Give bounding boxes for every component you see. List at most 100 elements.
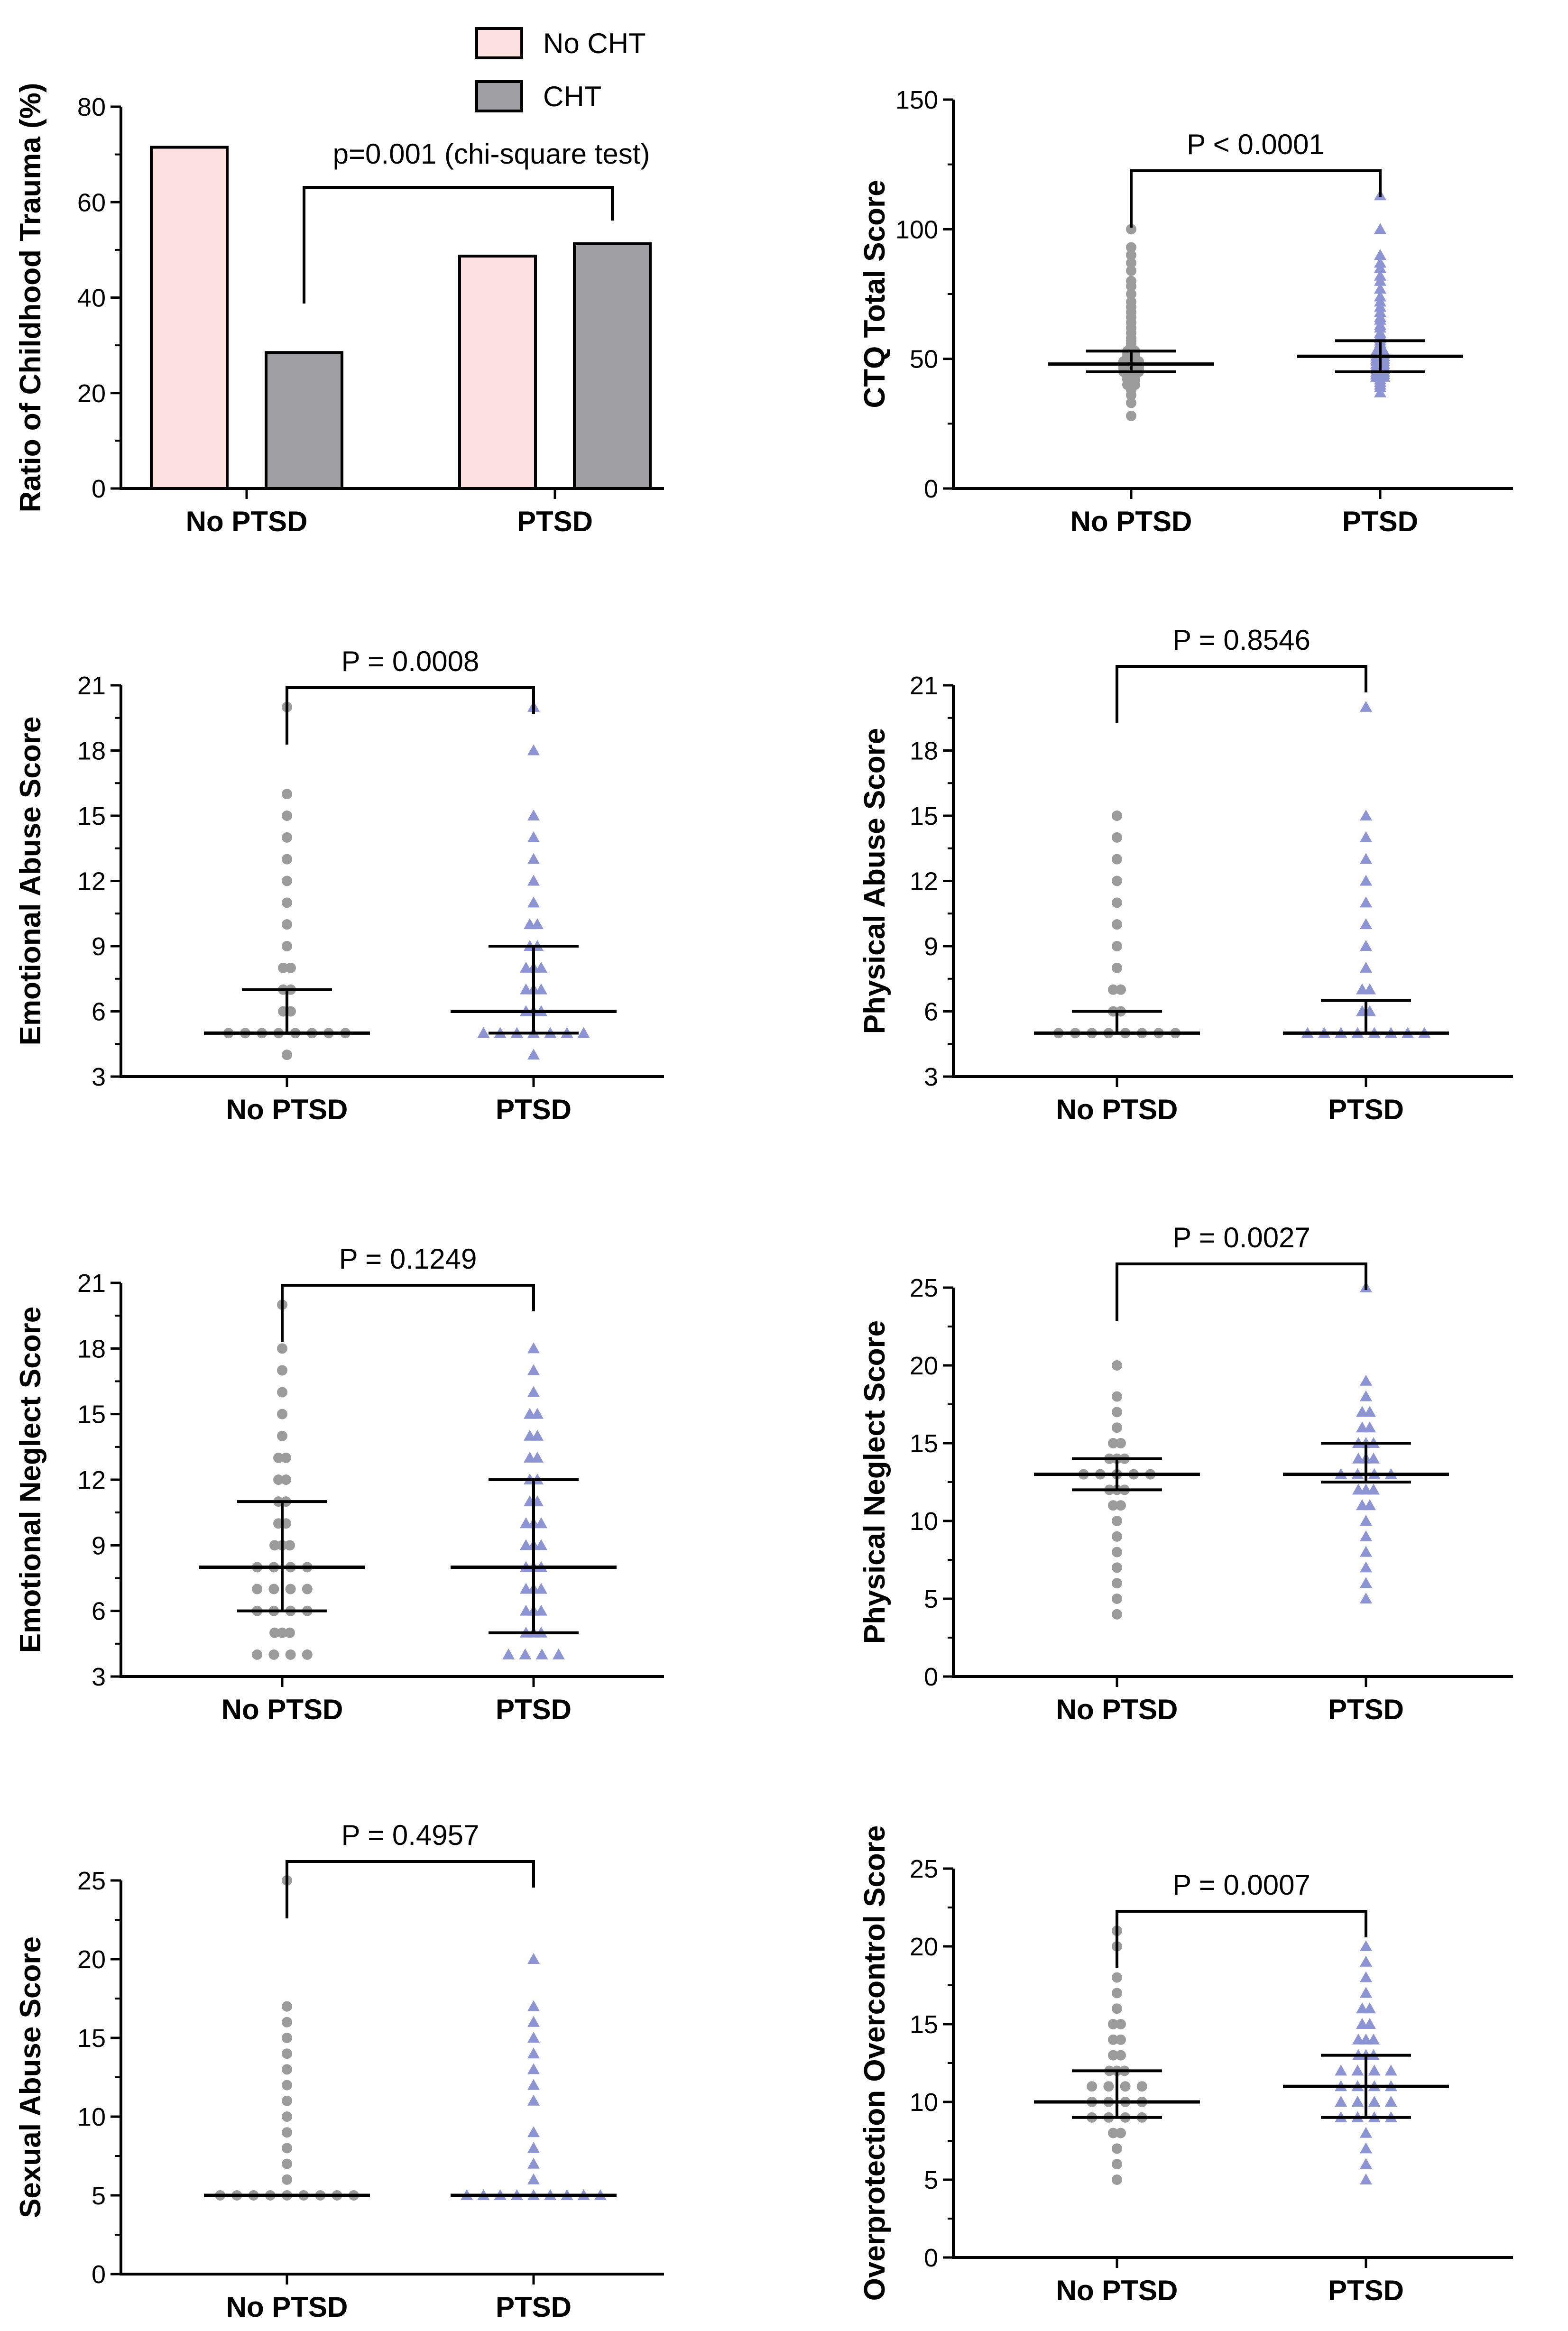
- x-tick-label: No PTSD: [1056, 2275, 1178, 2306]
- data-point: [277, 1430, 287, 1441]
- data-point: [1112, 919, 1122, 930]
- data-point: [1360, 1987, 1372, 1998]
- data-point: [527, 1953, 540, 1964]
- data-point: [273, 1452, 284, 1463]
- data-point: [1112, 1422, 1122, 1433]
- data-point: [1374, 223, 1386, 234]
- data-point: [1126, 397, 1136, 408]
- y-tick-label: 10: [910, 1507, 938, 1536]
- data-point: [282, 2143, 292, 2154]
- y-axis-title: Ratio of Childhood Trauma (%): [14, 83, 47, 513]
- data-point: [527, 2094, 540, 2106]
- data-point: [527, 2157, 540, 2169]
- panel-ctq-total: 0 50 100 150 No PTSD PTSD CTQ Total Score P < 0…: [858, 86, 1513, 537]
- panel-emotional-neglect: 3 6 9 12 15 18 21 No PTSD PTSD Emotional Neglect …: [14, 1243, 664, 1725]
- data-point: [1360, 1530, 1372, 1541]
- data-point: [282, 832, 292, 843]
- y-tick-label: 25: [910, 1855, 938, 1883]
- y-tick-label: 0: [924, 1663, 938, 1691]
- data-point: [1112, 941, 1122, 951]
- y-axis-title: Physical Abuse Score: [858, 728, 891, 1034]
- data-point: [1360, 1515, 1372, 1526]
- data-point: [531, 918, 544, 930]
- data-point: [1360, 700, 1372, 712]
- data-point: [527, 2047, 540, 2059]
- p-value-label: P = 0.4957: [341, 1819, 480, 1851]
- y-tick-label: 25: [77, 1867, 106, 1895]
- data-point: [502, 1648, 515, 1659]
- x-tick-label: PTSD: [517, 506, 593, 537]
- data-point: [527, 2032, 540, 2043]
- data-point: [527, 2079, 540, 2090]
- y-tick-label: 20: [77, 379, 106, 408]
- x-tick-label: No PTSD: [226, 2291, 348, 2323]
- y-tick-label: 15: [77, 802, 106, 830]
- data-point: [1112, 2174, 1122, 2185]
- data-point: [1108, 1438, 1118, 1448]
- data-point: [1360, 2142, 1372, 2154]
- p-value-label: P = 0.8546: [1172, 624, 1310, 656]
- data-point: [1108, 1500, 1118, 1511]
- y-tick-label: 0: [924, 475, 938, 503]
- y-tick-label: 5: [92, 2182, 106, 2210]
- y-tick-label: 40: [77, 284, 106, 313]
- data-point: [1360, 1971, 1372, 1982]
- data-point: [1112, 2159, 1122, 2170]
- x-tick-label: No PTSD: [186, 506, 308, 537]
- x-tick-label: PTSD: [496, 1694, 572, 1725]
- data-point: [1126, 296, 1136, 307]
- data-point: [1367, 2033, 1380, 2045]
- data-point: [535, 1517, 547, 1529]
- data-point: [1112, 811, 1122, 821]
- data-point: [1374, 257, 1386, 268]
- x-tick-label: No PTSD: [1056, 1694, 1178, 1725]
- data-point: [1112, 1562, 1122, 1573]
- y-tick-label: 18: [77, 737, 106, 765]
- data-point: [1087, 2081, 1098, 2092]
- y-tick-label: 3: [92, 1663, 106, 1691]
- x-tick-label: PTSD: [496, 2291, 572, 2323]
- data-point: [1126, 265, 1136, 276]
- data-point: [1364, 1406, 1376, 1417]
- data-point: [268, 1584, 279, 1594]
- y-tick-label: 0: [92, 2260, 106, 2289]
- y-tick-label: 18: [910, 737, 938, 765]
- data-point: [1112, 1516, 1122, 1526]
- data-point: [531, 1429, 544, 1441]
- data-point: [1126, 250, 1136, 260]
- y-axis-title: Emotional Neglect Score: [14, 1307, 47, 1653]
- y-tick-label: 20: [910, 1352, 938, 1380]
- data-point: [1360, 2158, 1372, 2169]
- data-point: [1136, 2081, 1147, 2092]
- data-point: [281, 1452, 291, 1463]
- data-point: [285, 1649, 296, 1660]
- y-tick-label: 60: [77, 188, 106, 217]
- data-point: [531, 1451, 544, 1463]
- data-point: [527, 2000, 540, 2011]
- data-point: [527, 2063, 540, 2074]
- data-point: [1126, 258, 1136, 268]
- data-point: [282, 919, 292, 930]
- data-point: [1335, 2064, 1347, 2076]
- data-point: [535, 983, 547, 995]
- data-point: [535, 1539, 547, 1550]
- y-tick-label: 9: [92, 932, 106, 961]
- data-point: [527, 2142, 540, 2153]
- p-value-label: P = 0.0007: [1172, 1869, 1310, 1901]
- y-tick-label: 80: [77, 93, 106, 121]
- y-axis-title: CTQ Total Score: [858, 180, 891, 408]
- p-value-label: P = 0.0008: [341, 645, 480, 677]
- y-tick-label: 21: [77, 672, 106, 700]
- y-tick-label: 6: [924, 998, 938, 1026]
- data-point: [1112, 897, 1122, 908]
- significance-bracket: [1116, 1910, 1367, 1968]
- y-tick-label: 3: [92, 1063, 106, 1091]
- data-point: [252, 1649, 263, 1660]
- data-point: [285, 1584, 296, 1594]
- x-tick-label: No PTSD: [1056, 1094, 1178, 1125]
- y-tick-label: 5: [924, 1585, 938, 1613]
- data-point: [282, 2033, 292, 2043]
- y-tick-label: 15: [77, 1400, 106, 1429]
- data-point: [1360, 918, 1372, 930]
- data-point: [278, 962, 288, 973]
